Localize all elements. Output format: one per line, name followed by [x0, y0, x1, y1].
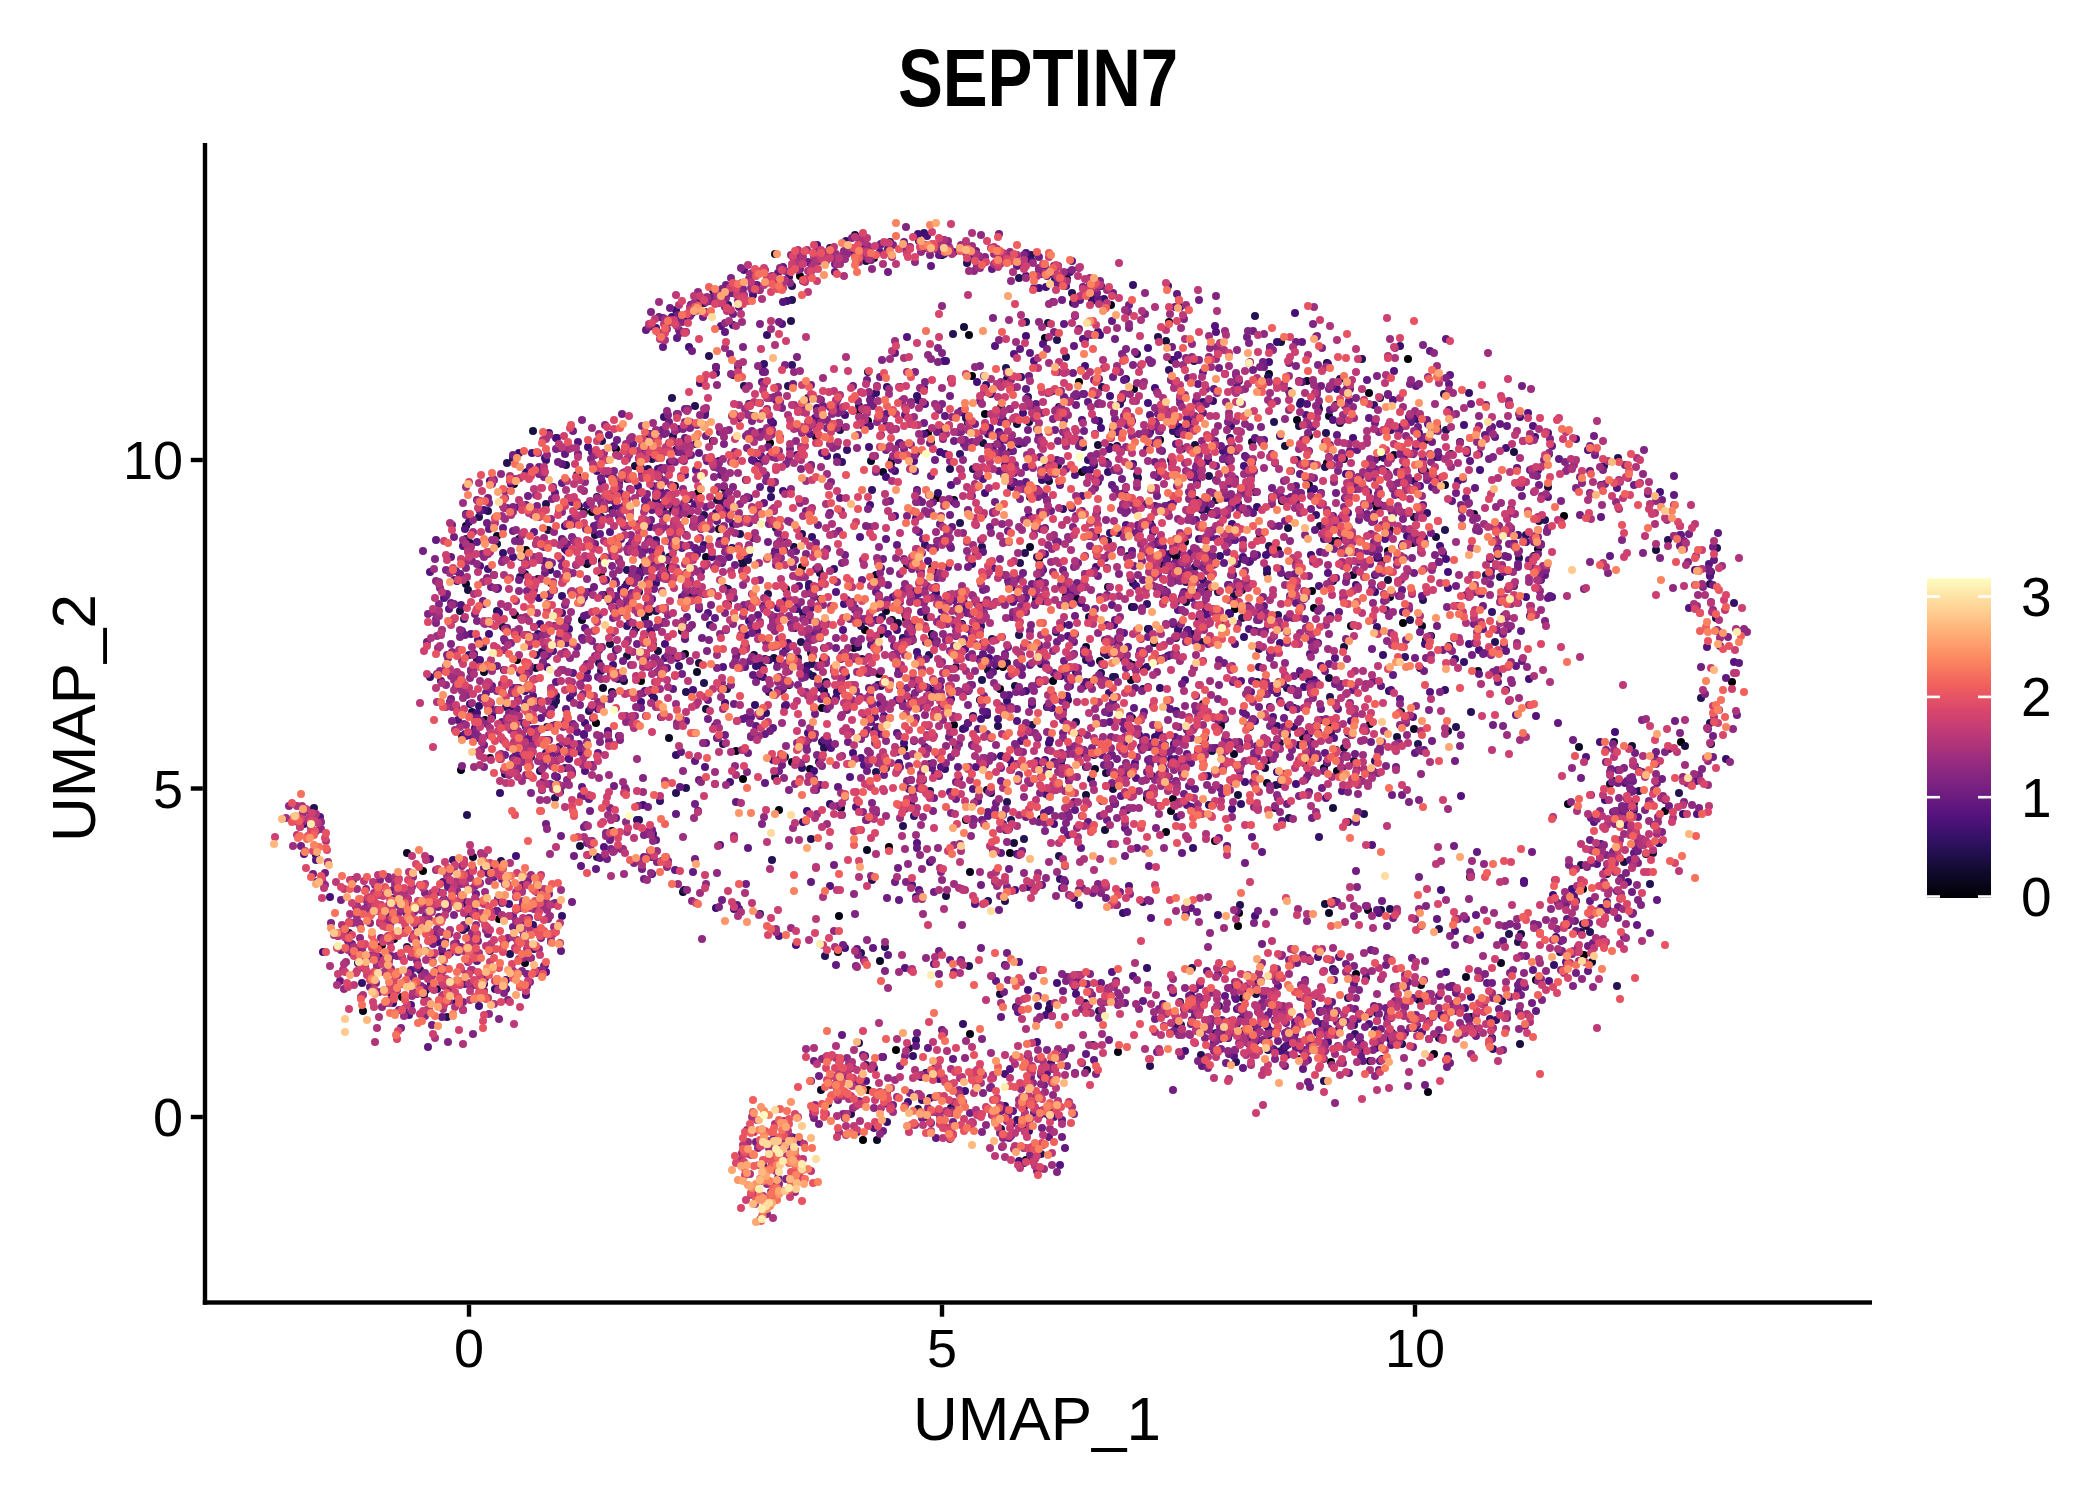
svg-text:UMAP_2: UMAP_2 — [39, 594, 108, 842]
svg-text:5: 5 — [927, 1318, 957, 1378]
svg-text:10: 10 — [123, 430, 183, 490]
svg-text:1: 1 — [2021, 767, 2052, 829]
svg-text:2: 2 — [2021, 666, 2052, 728]
svg-text:0: 0 — [153, 1087, 183, 1147]
svg-text:5: 5 — [153, 759, 183, 819]
svg-text:UMAP_1: UMAP_1 — [913, 1384, 1161, 1453]
svg-text:3: 3 — [2021, 566, 2052, 628]
svg-text:SEPTIN7: SEPTIN7 — [898, 33, 1178, 123]
svg-text:0: 0 — [2021, 866, 2052, 928]
svg-text:0: 0 — [454, 1318, 484, 1378]
svg-text:10: 10 — [1385, 1318, 1445, 1378]
